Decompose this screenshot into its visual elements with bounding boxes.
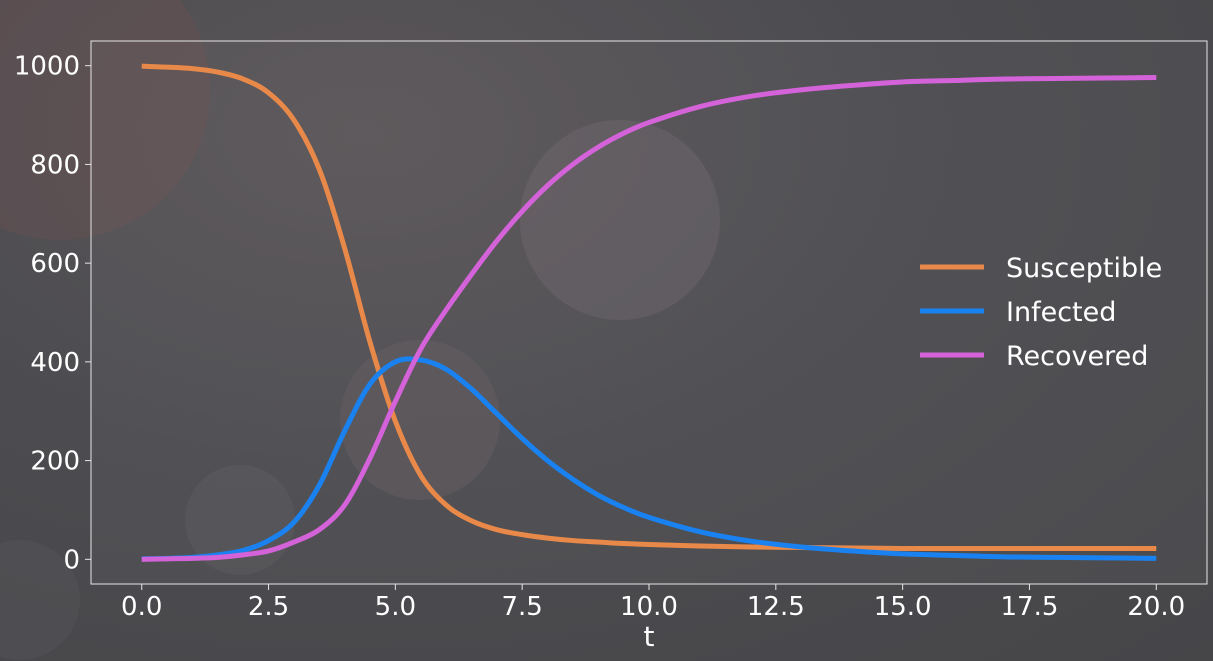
x-tick-label: 17.5: [1001, 592, 1059, 622]
x-axis: 0.0 2.5 5.0 7.5 10.0 12.5 15.0 17.5 20.0: [121, 584, 1185, 622]
series-line-recovered: [141, 75, 1157, 562]
background-blob: [520, 120, 720, 320]
y-tick-label: 200: [30, 447, 80, 477]
legend: Susceptible Infected Recovered: [920, 253, 1162, 372]
x-tick-label: 7.5: [502, 592, 543, 622]
series-line-infected: [141, 356, 1157, 562]
y-tick-label: 0: [63, 545, 80, 575]
x-tick-label: 10.0: [620, 592, 678, 622]
x-axis-label: t: [644, 620, 655, 653]
background-blob: [185, 465, 295, 575]
background-blob: [0, 540, 80, 660]
y-tick-label: 1000: [14, 52, 80, 82]
x-tick-label: 20.0: [1127, 592, 1185, 622]
series-layer: [141, 63, 1157, 562]
x-tick-label: 0.0: [121, 592, 162, 622]
x-tick-label: 5.0: [375, 592, 416, 622]
y-axis: 0 200 400 600 800 1000: [14, 52, 91, 575]
y-tick-label: 800: [30, 150, 80, 180]
legend-label-susceptible: Susceptible: [1006, 253, 1162, 284]
y-tick-label: 600: [30, 249, 80, 279]
background-blob: [0, 0, 210, 240]
x-tick-label: 12.5: [747, 592, 805, 622]
series-line-susceptible: [141, 63, 1157, 551]
x-tick-label: 2.5: [248, 592, 289, 622]
x-tick-label: 15.0: [874, 592, 932, 622]
legend-label-recovered: Recovered: [1006, 341, 1148, 372]
y-tick-label: 400: [30, 348, 80, 378]
virus-background-art: [0, 0, 720, 660]
legend-label-infected: Infected: [1006, 297, 1116, 328]
